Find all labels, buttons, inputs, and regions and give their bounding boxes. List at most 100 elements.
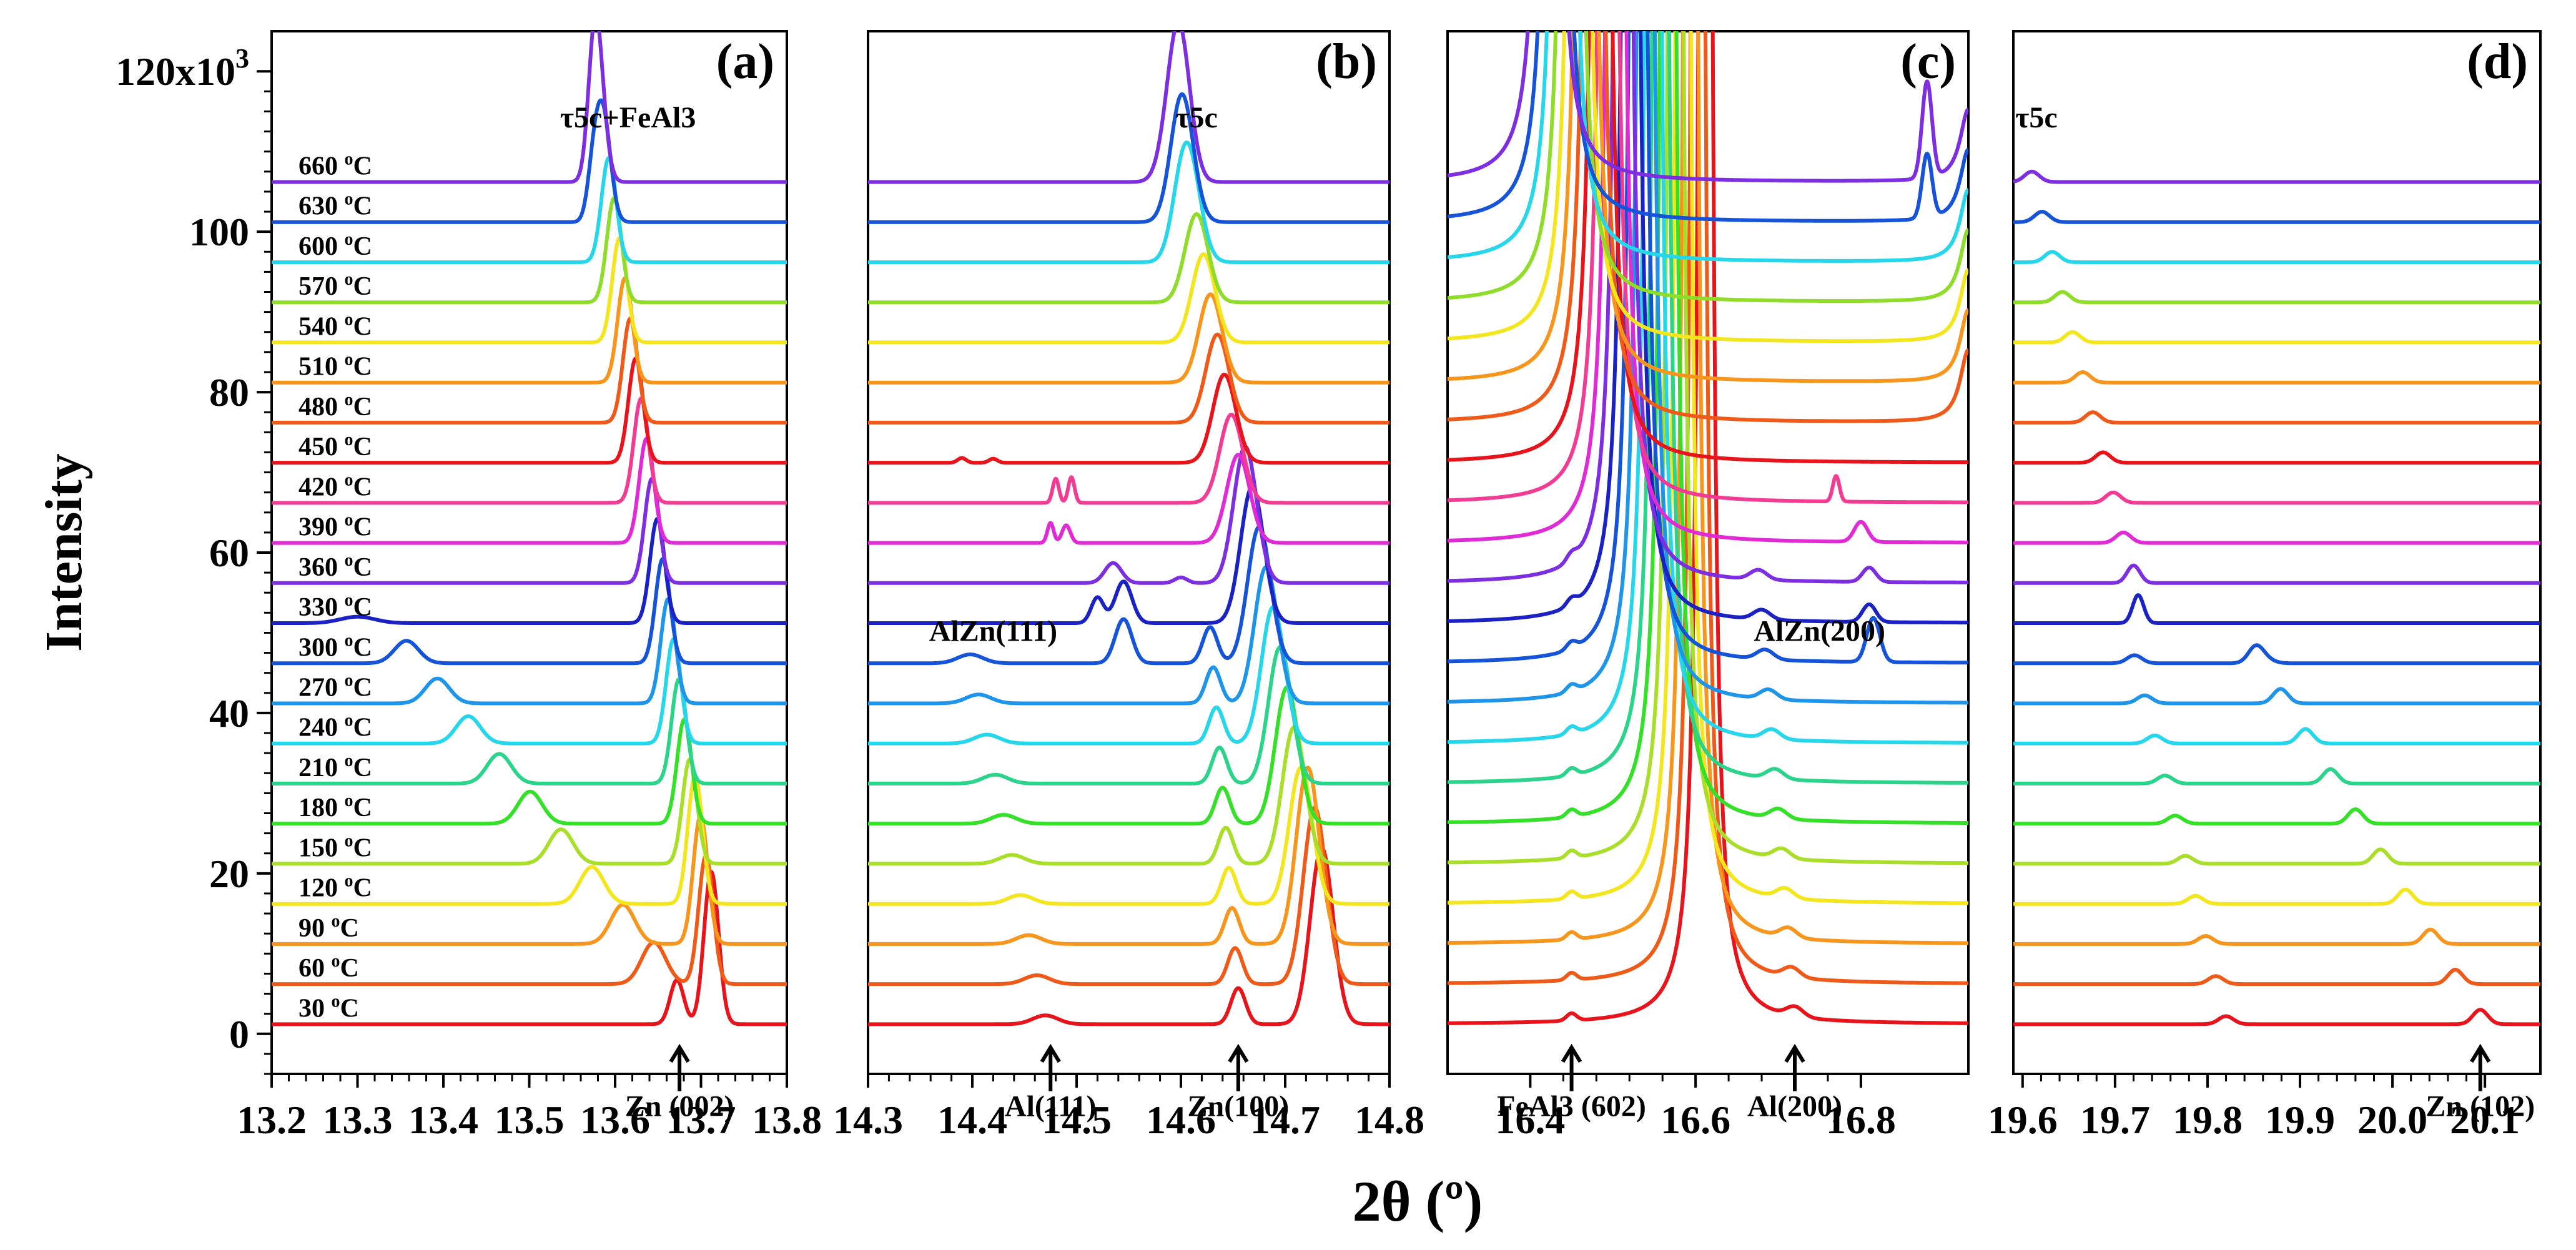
temperature-value: 420 [299,473,345,501]
series-line-a-11 [272,476,787,585]
series-line-b-5 [868,685,1389,826]
temperature-unit: C [353,874,372,903]
annotation-arrow-a-1 [669,1043,690,1091]
series-line-c-12 [1448,31,1968,544]
x-tick-label-b: 14.8 [1355,1098,1424,1142]
series-line-b-17 [868,252,1389,345]
series-line-a-12 [272,436,787,545]
y-tick-label: 100 [189,210,249,254]
temperature-degree: o [345,631,353,650]
series-line-c-16 [1448,31,1968,383]
series-line-a-10 [272,517,787,625]
temperature-value: 540 [299,312,345,341]
temperature-unit: C [353,393,372,421]
series-line-a-15 [272,317,787,425]
series-line-d-2 [2013,927,2540,946]
temperature-value: 150 [299,834,345,862]
temperature-unit: C [353,754,372,782]
series-line-d-11 [2013,563,2540,585]
panel-label-a: (a) [716,34,774,89]
panel-label-b: (b) [1316,34,1377,89]
series-line-b-7 [868,605,1389,746]
y-tick-label: 80 [209,370,249,415]
series-line-c-21 [1448,31,1968,183]
series-line-d-13 [2013,490,2540,505]
y-tick-label: 40 [209,691,249,736]
temperature-label: 90 oC [299,912,359,943]
temperature-unit: C [353,232,372,261]
annotation-c-0: AlZn(200) [1754,614,1885,647]
series-line-b-1 [868,805,1389,987]
series-line-b-9 [868,524,1389,666]
temperature-label: 600 oC [299,230,372,261]
y-top-tick-label: 120x103 [116,43,249,94]
temperature-degree: o [332,952,340,971]
series-line-b-0 [868,845,1389,1026]
temperature-degree: o [345,511,353,530]
temperature-degree: o [345,470,353,490]
y-tick-label: 60 [209,531,249,575]
series-line-d-6 [2013,767,2540,785]
series-line-a-17 [272,236,787,345]
series-line-b-14 [868,372,1389,465]
series-line-c-0 [1448,31,1968,1025]
series-line-b-3 [868,765,1389,906]
temperature-degree: o [332,992,340,1011]
series-line-b-2 [868,765,1389,946]
panel-frame-b [867,30,1391,1075]
x-tick-label-d: 19.8 [2173,1098,2243,1142]
annotation-arrow-c-1 [1561,1043,1582,1091]
series-line-b-19 [868,140,1389,264]
series-line-b-13 [868,413,1389,505]
temperature-value: 60 [299,954,332,983]
series-line-b-20 [868,92,1389,224]
temperature-unit: C [340,954,359,983]
series-line-d-7 [2013,727,2540,746]
series-line-d-4 [2013,847,2540,866]
x-tick-label-c: 16.4 [1495,1098,1565,1142]
x-axis-label: 2θ (º) [1353,1169,1483,1233]
temperature-degree: o [332,912,340,931]
series-line-c-6 [1448,31,1968,785]
x-tick-label-b: 14.4 [937,1098,1007,1142]
temperature-degree: o [345,230,353,249]
series-line-c-8 [1448,31,1968,705]
temperature-unit: C [353,513,372,542]
temperature-value: 330 [299,593,345,622]
series-line-d-5 [2013,807,2540,826]
annotation-a-0: τ5c+FeAl3 [560,101,696,134]
panel-curves-c [1448,31,1968,1025]
temperature-value: 660 [299,152,345,181]
series-line-c-15 [1448,31,1968,423]
temperature-label: 390 oC [299,511,372,542]
y-axis-label: Intensity [35,453,93,651]
series-line-a-19 [272,156,787,264]
temperature-value: 510 [299,353,345,381]
temperature-value: 600 [299,232,345,261]
temperature-unit: C [340,994,359,1023]
temperature-unit: C [353,553,372,582]
temperature-degree: o [345,190,353,209]
series-line-d-18 [2013,290,2540,305]
temperature-value: 570 [299,272,345,301]
series-line-d-19 [2013,250,2540,264]
series-line-b-10 [868,485,1389,625]
temperature-value: 630 [299,192,345,221]
x-tick-label-a: 13.4 [408,1098,478,1142]
temperature-unit: C [353,312,372,341]
temperature-label: 270 oC [299,671,372,702]
temperature-value: 90 [299,914,332,943]
temperature-unit: C [353,353,372,381]
annotation-b-0: τ5c [1175,101,1217,134]
temperature-unit: C [353,834,372,862]
temperature-unit: C [353,192,372,221]
x-tick-label-b: 14.5 [1042,1098,1112,1142]
series-line-c-4 [1448,31,1968,865]
x-tick-label-a: 13.6 [580,1098,650,1142]
temperature-label: 480 oC [299,390,372,421]
series-line-c-20 [1448,31,1968,223]
series-line-b-4 [868,726,1389,866]
series-line-c-18 [1448,31,1968,303]
series-line-d-17 [2013,330,2540,345]
series-line-a-1 [272,854,787,987]
